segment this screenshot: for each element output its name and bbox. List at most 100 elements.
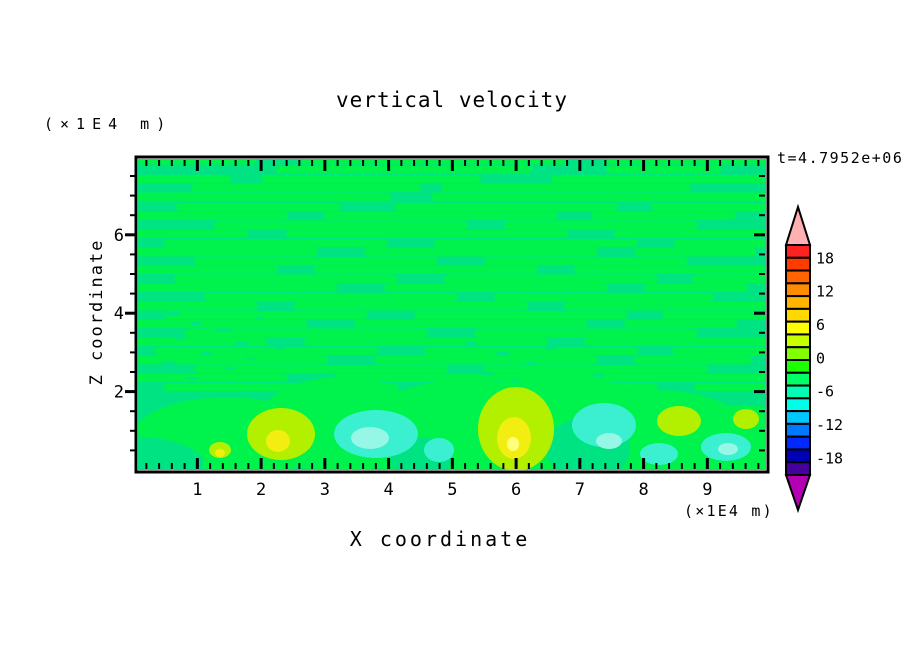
field-streak — [434, 239, 638, 247]
x-tick-label: 5 — [447, 480, 457, 500]
field-yellow-blob — [266, 430, 290, 452]
field-streak — [214, 220, 468, 230]
field-streak — [138, 301, 258, 311]
field-streak — [662, 311, 766, 319]
field-streak — [692, 274, 766, 284]
field-speckle — [496, 352, 510, 355]
y-tick-label: 6 — [114, 226, 124, 246]
y-axis-title: Z coordinate — [87, 238, 107, 386]
field-chartreuse-blob — [733, 409, 759, 429]
field-streak — [304, 338, 548, 346]
colorbar-label: -6 — [816, 383, 834, 401]
colorbar-segment — [785, 461, 811, 477]
field-streak — [604, 159, 766, 165]
colorbar-segment — [785, 371, 811, 387]
colorbar-segment — [785, 256, 811, 272]
field-bright-yellow-core — [507, 437, 519, 451]
field-cyan-blob — [640, 443, 678, 465]
field-speckle — [546, 347, 556, 350]
field-speckle — [166, 312, 180, 315]
field-streak — [624, 320, 738, 328]
field-streak — [138, 338, 268, 346]
field-streak — [276, 166, 531, 174]
field-streak — [184, 328, 428, 338]
field-streak — [324, 212, 558, 220]
x-tick-label: 6 — [511, 480, 521, 500]
field-streak — [494, 293, 714, 301]
field-streak — [374, 355, 598, 365]
field-speckle — [276, 347, 284, 350]
field-streak — [194, 365, 448, 373]
field-streak — [364, 247, 598, 257]
field-light-cyan-core — [596, 433, 622, 449]
field-streak — [314, 266, 538, 274]
x-tick-label: 8 — [638, 480, 648, 500]
field-streak — [602, 374, 766, 382]
field-streak — [441, 184, 691, 192]
field-teal-channel — [138, 437, 204, 470]
colorbar-label: 18 — [816, 249, 834, 267]
field-light-cyan-core — [351, 427, 389, 449]
field-streak — [394, 203, 618, 211]
field-streak — [431, 192, 766, 202]
field-streak — [138, 374, 288, 382]
colorbar-segment — [785, 307, 811, 323]
y-axis-unit-label: (×1E4 m) — [44, 115, 173, 133]
field-streak — [484, 257, 688, 265]
field-streak — [484, 365, 708, 373]
colorbar-segment — [785, 397, 811, 413]
field-streak — [154, 347, 378, 355]
field-streak — [584, 338, 766, 346]
field-speckle — [201, 352, 211, 355]
field-speckle — [226, 367, 235, 370]
field-streak — [138, 192, 391, 202]
field-speckle — [236, 342, 248, 345]
x-tick-label: 1 — [192, 480, 202, 500]
field-speckle — [256, 317, 264, 320]
field-streak — [138, 175, 231, 183]
field-light-cyan-core — [718, 443, 738, 455]
colorbar-segment — [785, 320, 811, 336]
colorbar-segment — [785, 410, 811, 425]
field-streak — [164, 239, 388, 247]
field-speckle — [186, 377, 198, 380]
x-tick-label: 9 — [702, 480, 712, 500]
field-streak — [176, 203, 341, 211]
colorbar-segment — [785, 346, 811, 362]
time-annotation: t=4.7952e+06 — [777, 149, 904, 167]
plot-title: vertical velocity — [336, 88, 568, 112]
field-streak — [634, 355, 752, 365]
field-streak — [414, 311, 628, 319]
field-streak — [551, 175, 766, 183]
field-streak — [138, 284, 338, 292]
field-cyan-blob — [424, 438, 454, 462]
field-streak — [634, 247, 756, 257]
colorbar-under-arrow — [784, 474, 812, 514]
field-streak — [644, 284, 748, 292]
x-axis-title: X coordinate — [349, 527, 531, 551]
field-streak — [138, 266, 278, 274]
colorbar-label: -12 — [816, 416, 843, 434]
colorbar-segment — [785, 435, 811, 451]
field-group — [138, 159, 766, 470]
field-speckle — [526, 362, 535, 365]
field-streak — [504, 220, 698, 230]
y-tick-label: 4 — [114, 304, 124, 324]
colorbar-segment — [785, 295, 811, 310]
field-streak — [294, 301, 528, 311]
colorbar-segment — [785, 422, 811, 438]
colorbar-segment — [785, 244, 811, 259]
colorbar-segment — [785, 359, 811, 374]
field-streak — [204, 293, 458, 301]
field-speckle — [216, 329, 232, 332]
field-streak — [174, 274, 398, 284]
field-speckle — [191, 322, 201, 325]
field-streak — [164, 311, 368, 319]
field-streak — [194, 257, 438, 265]
field-streak — [694, 383, 766, 391]
y-tick-label: 2 — [114, 383, 124, 403]
field-streak — [424, 347, 638, 355]
colorbar-segment — [785, 384, 811, 400]
